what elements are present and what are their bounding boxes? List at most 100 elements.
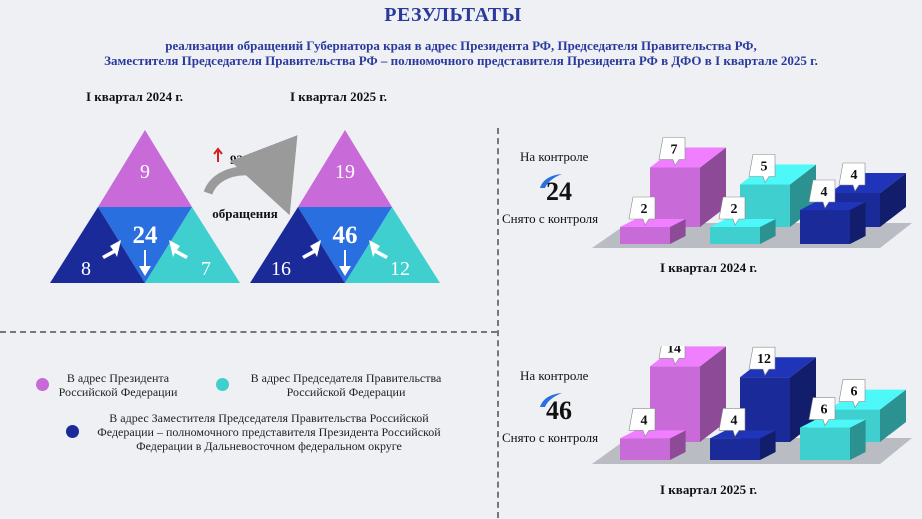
triangle-deputy-2025 <box>250 207 345 283</box>
removed-label: Снято с контроля <box>502 211 599 226</box>
horizontal-divider <box>0 331 497 333</box>
data-label: 5 <box>761 160 768 175</box>
triangle-group-2024: 9 24 8 7 <box>50 130 240 283</box>
label-on-control: 12 <box>748 346 776 376</box>
quarter-2024-label: I квартал 2024 г. <box>86 89 184 104</box>
bar-top <box>830 173 906 193</box>
data-label: 14 <box>667 346 681 356</box>
callout-box <box>658 346 686 366</box>
triangle-deputy-2024 <box>50 207 145 283</box>
value-premier-2024: 7 <box>201 258 211 280</box>
value-president-2024: 9 <box>140 161 150 183</box>
on-control-label: На контроле <box>520 368 589 383</box>
swoosh-icon <box>540 174 562 188</box>
value-total-2024: 24 <box>133 222 159 249</box>
data-label: 12 <box>757 352 771 367</box>
callout-box <box>748 154 776 184</box>
bar-top <box>650 147 726 168</box>
callout-box <box>718 196 746 226</box>
data-label: 6 <box>821 403 828 418</box>
bar-top <box>710 430 776 439</box>
bar-front <box>800 210 850 244</box>
label-removed: 2 <box>628 196 656 226</box>
bar-chart-3d: 14 4 12 4 6 6 <box>592 346 912 464</box>
bar-side <box>760 430 776 460</box>
label-on-control: 6 <box>838 379 866 409</box>
triangle-president-2025 <box>298 130 392 207</box>
bar-top <box>800 202 866 210</box>
bar-chart-3d: 7 2 5 2 4 4 <box>592 137 912 248</box>
data-label: 4 <box>821 185 828 200</box>
data-label: 7 <box>671 143 678 158</box>
caption-obrashcheniya: обращения <box>212 206 278 221</box>
chart-total: 24 <box>546 177 572 206</box>
label-on-control: 14 <box>658 346 686 366</box>
bar-front <box>710 227 760 244</box>
arrow-up-icon <box>139 250 151 276</box>
bar-top <box>710 219 776 227</box>
bar-front <box>620 227 670 244</box>
data-label: 2 <box>641 202 648 217</box>
bar-front <box>620 438 670 460</box>
bar-side <box>670 430 686 460</box>
bar-on-control <box>650 147 726 227</box>
bar-removed <box>800 419 866 460</box>
label-removed: 4 <box>628 408 656 438</box>
data-label: 6 <box>851 385 858 400</box>
label-removed: 2 <box>718 196 746 226</box>
removed-label: Снято с контроля <box>502 430 599 445</box>
bar-top <box>740 357 816 378</box>
bar-removed <box>620 430 686 460</box>
bar-top <box>740 164 816 185</box>
callout-box <box>628 196 656 226</box>
bar-front <box>650 167 700 227</box>
callout-box <box>838 379 866 409</box>
data-label: 4 <box>731 413 738 428</box>
page-title: РЕЗУЛЬТАТЫ <box>384 4 522 26</box>
growth-indicator: 92 % обращения <box>203 135 298 221</box>
bar-on-control <box>650 346 726 442</box>
bar-side <box>700 346 726 442</box>
bar-top <box>800 419 866 428</box>
quarter-2025-label: I квартал 2025 г. <box>290 89 388 104</box>
triangle-total-2025 <box>298 207 392 283</box>
bar-removed <box>800 202 866 244</box>
bar-front <box>650 366 700 442</box>
label-removed: 4 <box>718 408 746 438</box>
chart-total: 46 <box>546 396 572 425</box>
value-total-2025: 46 <box>333 222 358 249</box>
value-deputy-2024: 8 <box>81 258 91 280</box>
label-on-control: 4 <box>838 162 866 192</box>
bar-top <box>650 346 726 367</box>
legend-text-premier: В адрес Председателя Правительства Росси… <box>250 371 442 399</box>
bar-front <box>710 438 760 460</box>
subtitle-line-2: Заместителя Председателя Правительства Р… <box>104 53 818 68</box>
bar-side <box>760 219 776 244</box>
bar-removed <box>710 430 776 460</box>
triangle-infographic: 9 24 8 7 92 % обращения 19 46 16 12 <box>50 130 440 283</box>
callout-box <box>808 179 836 209</box>
legend-dot-premier <box>216 378 229 391</box>
bar-front <box>800 427 850 460</box>
label-removed: 6 <box>808 397 836 427</box>
label-removed: 4 <box>808 179 836 209</box>
bar-side <box>880 173 906 227</box>
label-on-control: 7 <box>658 137 686 167</box>
on-control-label: На контроле <box>520 149 589 164</box>
value-president-2025: 19 <box>335 161 355 183</box>
chart-2025: На контроле Снято с контроля 46 14 4 12 4 6 6… <box>500 346 922 519</box>
callout-box <box>658 137 686 167</box>
bar-removed <box>620 219 686 244</box>
triangle-premier-2024 <box>145 207 240 283</box>
callout-box <box>748 346 776 376</box>
bar-top <box>830 389 906 410</box>
curved-arrow-icon <box>203 135 298 216</box>
data-label: 4 <box>851 168 858 183</box>
callout-box <box>628 408 656 438</box>
callout-box <box>838 162 866 192</box>
legend-text-deputy: В адрес Заместителя Председателя Правите… <box>97 411 441 453</box>
bar-side <box>790 357 816 442</box>
arrow-down-right-icon <box>369 240 388 259</box>
bar-removed <box>710 219 776 244</box>
